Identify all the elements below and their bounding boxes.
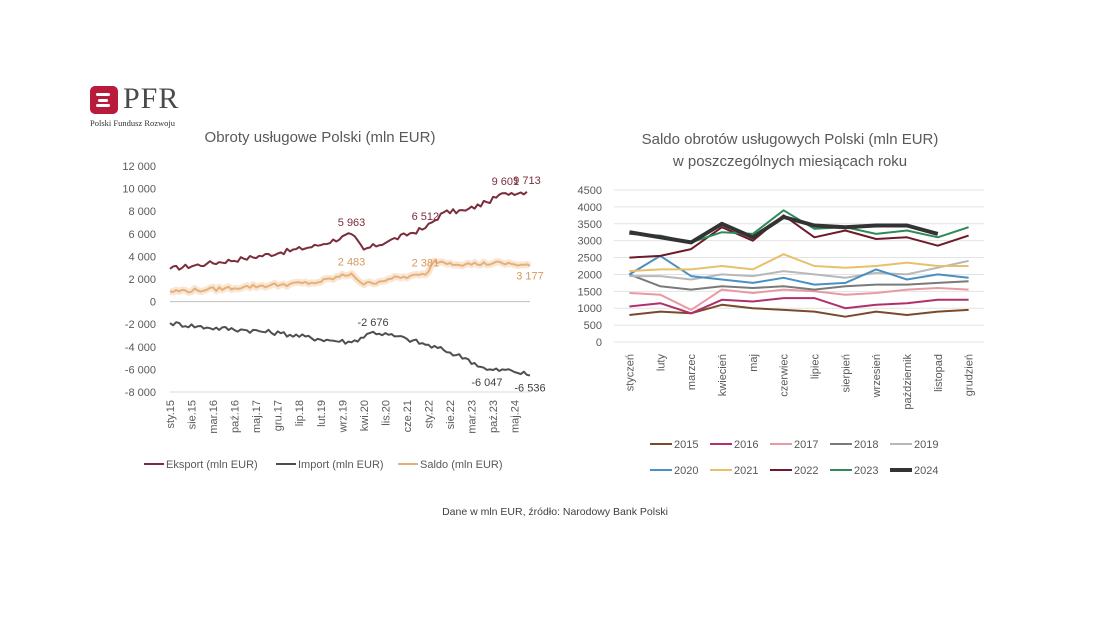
services-turnover-chart: Obroty usługowe Polski (mln EUR) 12 000 10… [122,129,545,471]
legend-label: 2023 [854,465,878,477]
x-tick-label: sierpień [840,354,852,393]
y-tick-label: 3500 [578,219,602,231]
chart-title-line-2: w poszczególnych miesiącach roku [672,153,907,170]
series-line [629,273,969,291]
x-tick-label: mar.16 [208,400,220,434]
logo-subtitle: Polski Fundusz Rozwoju [90,118,176,128]
x-tick-label: sie.15 [187,400,199,429]
legend-label: 2016 [734,439,758,451]
x-tick-label: sie.22 [445,400,457,429]
x-tick-label: lut.19 [316,400,328,427]
logo-name: PFR [123,82,180,115]
x-tick-label: luty [655,354,667,372]
x-tick-label: styczeń [624,354,636,391]
legend-label: Saldo (mln EUR) [420,459,503,471]
y-tick-label: 12 000 [122,161,156,173]
x-tick-label: marzec [686,354,698,391]
legend-label: 2021 [734,465,758,477]
data-label: 2 381 [412,258,440,270]
legend-label: Eksport (mln EUR) [166,459,258,471]
x-tick-label: lipiec [809,354,821,380]
series-line [629,253,969,273]
series-line [629,303,969,318]
data-label: 9 601 [492,176,520,188]
data-label: 2 483 [338,257,366,269]
x-tick-label: sty.15 [165,400,177,429]
series-line [629,287,969,311]
data-label: 5 963 [338,217,366,229]
y-tick-label: 6 000 [128,229,156,241]
x-tick-label: cze.21 [402,400,414,432]
x-tick-label: paź.16 [230,400,242,433]
x-tick-label: kwiecień [717,354,729,396]
legend-label: 2015 [674,439,698,451]
y-tick-label: 4000 [578,202,602,214]
y-tick-label: 8 000 [128,206,156,218]
y-tick-label: 2500 [578,253,602,265]
y-tick-label: 500 [584,320,602,332]
data-label: -2 676 [357,317,388,329]
data-label: -6 047 [471,377,502,389]
pfr-logo: PFR Polski Fundusz Rozwoju [90,82,230,130]
y-tick-label: 1500 [578,286,602,298]
x-tick-label: gru.17 [273,400,285,431]
data-label: -6 536 [514,382,545,394]
legend-label: Import (mln EUR) [298,459,384,471]
x-tick-label: maj.24 [510,400,522,433]
y-tick-label: 2 000 [128,274,156,286]
y-tick-label: -2 000 [125,319,156,331]
legend-label: 2024 [914,465,938,477]
data-label: 3 177 [516,271,544,283]
x-tick-label: listopad [933,354,945,392]
x-tick-label: lip.18 [294,400,306,426]
legend-label: 2020 [674,465,698,477]
x-tick-label: paź.23 [488,400,500,433]
y-tick-label: 2000 [578,269,602,281]
y-tick-label: 0 [150,297,156,309]
x-tick-label: kwi.20 [359,400,371,431]
series-line [169,321,531,377]
legend-label: 2018 [854,439,878,451]
series-line [169,259,531,294]
chart-title: Obroty usługowe Polski (mln EUR) [205,129,436,146]
x-tick-label: grudzień [964,354,976,396]
x-tick-label: wrz.19 [337,400,349,433]
data-label: 9 713 [513,175,541,187]
y-tick-label: 3000 [578,236,602,248]
y-tick-label: -8 000 [125,387,156,399]
y-tick-label: 0 [596,337,602,349]
pfr-logo-icon [90,86,118,114]
x-tick-label: październik [902,354,914,410]
y-tick-label: -4 000 [125,342,156,354]
x-tick-label: maj.17 [251,400,263,433]
y-tick-label: 10 000 [122,184,156,196]
series-line [629,259,969,281]
series-line [629,297,969,315]
x-tick-label: mar.23 [467,400,479,434]
legend-label: 2019 [914,439,938,451]
chart-title: Saldo obrotów usługowych Polski (mln EUR… [642,131,939,148]
y-tick-label: 4 000 [128,251,156,263]
x-tick-label: wrzesień [871,354,883,398]
series-line [629,214,969,259]
y-tick-label: -6 000 [125,364,156,376]
x-tick-label: lis.20 [380,400,392,426]
y-tick-label: 4500 [578,185,602,197]
monthly-balance-chart: Saldo obrotów usługowych Polski (mln EUR… [578,131,984,477]
x-tick-label: czerwiec [779,354,791,397]
series-line [628,254,969,286]
data-label: 6 512 [412,211,440,223]
source-note: Dane w mln EUR, źródło: Narodowy Bank Po… [442,506,668,518]
y-tick-label: 1000 [578,303,602,315]
legend-label: 2017 [794,439,818,451]
x-tick-label: maj [748,354,760,372]
series-line [629,215,939,245]
x-tick-label: sty.22 [423,400,435,429]
series-line [169,191,528,271]
legend-label: 2022 [794,465,818,477]
